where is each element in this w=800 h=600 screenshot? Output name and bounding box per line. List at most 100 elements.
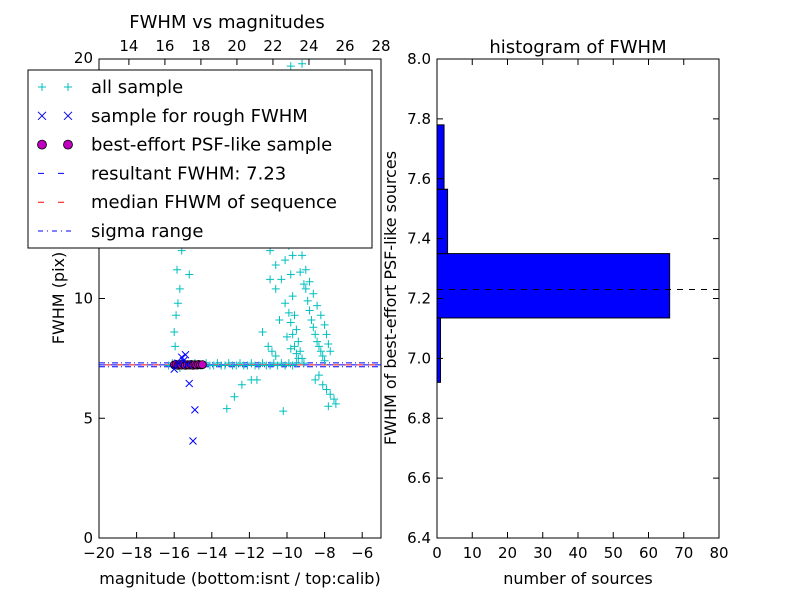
hist-y-tick-label: 7.4	[407, 230, 431, 248]
all-sample-point	[309, 289, 318, 298]
rough-fwhm-sample-point	[185, 379, 194, 388]
rough-fwhm-sample-point	[183, 360, 192, 369]
top-x-tick-label: 20	[227, 37, 246, 55]
all-sample-point	[171, 342, 180, 351]
legend-marker	[63, 139, 73, 150]
all-sample-point	[324, 402, 333, 411]
all-sample-point	[322, 330, 331, 339]
all-sample-point	[222, 404, 231, 413]
legend-entry: resultant FWHM: 7.23	[38, 163, 286, 184]
all-sample-point	[283, 332, 291, 341]
x-tick-label: −14	[196, 544, 228, 562]
x-tick-label: −8	[314, 544, 336, 562]
hist-x-tick-label: 70	[674, 544, 693, 562]
x-tick-label: −6	[351, 544, 373, 562]
legend-label: median FHWM of sequence	[91, 192, 337, 213]
hist-x-tick-label: 80	[709, 544, 728, 562]
all-sample-point	[275, 316, 284, 325]
legend-entry: best-effort PSF-like sample	[37, 135, 332, 156]
legend-label: best-effort PSF-like sample	[91, 135, 332, 156]
all-sample-point	[252, 375, 261, 384]
all-sample-point	[284, 308, 293, 317]
legend-marker	[37, 111, 47, 121]
all-sample-point	[286, 318, 295, 327]
all-sample-point	[331, 399, 340, 408]
hist-y-tick-label: 8.0	[407, 50, 431, 68]
hist-x-tick-label: 30	[533, 544, 552, 562]
hist-y-tick-label: 6.4	[407, 529, 431, 547]
all-sample-point	[326, 390, 335, 399]
all-sample-point	[286, 62, 295, 71]
all-sample-point	[298, 59, 307, 68]
all-sample-point	[294, 354, 303, 363]
legend-label: sigma range	[91, 221, 203, 242]
histogram-ylabel: FWHM of best-effort PSF-like sources	[381, 151, 400, 445]
top-x-tick-label: 18	[191, 37, 210, 55]
top-x-tick-label: 14	[119, 37, 138, 55]
hist-y-tick-label: 6.6	[407, 469, 431, 487]
all-sample-point	[301, 265, 310, 274]
all-sample-point	[313, 337, 322, 346]
hist-x-tick-label: 0	[432, 544, 442, 562]
all-sample-point	[309, 323, 318, 332]
all-sample-point	[286, 344, 295, 353]
all-sample-point	[314, 342, 323, 351]
rough-fwhm-sample-point	[174, 359, 182, 368]
hist-y-tick-label: 7.8	[407, 110, 431, 128]
hist-x-tick-label: 10	[463, 544, 482, 562]
all-sample-point	[170, 328, 179, 337]
hist-y-tick-label: 7.0	[407, 349, 431, 367]
all-sample-point	[318, 380, 327, 389]
legend-marker	[63, 111, 73, 121]
histogram-bar	[436, 188, 449, 255]
top-x-tick-label: 28	[371, 37, 390, 55]
all-sample-point	[292, 325, 301, 334]
y-tick-label: 10	[74, 290, 93, 308]
all-sample-point	[237, 380, 246, 389]
rough-fwhm-sample-point	[191, 406, 199, 414]
x-tick-label: −16	[158, 544, 190, 562]
all-sample-point	[320, 320, 329, 329]
all-sample-point	[314, 371, 323, 380]
all-sample-point	[173, 265, 182, 274]
all-sample-point	[277, 275, 286, 284]
top-x-tick-label: 22	[263, 37, 282, 55]
y-top-tick-label: 20	[74, 49, 93, 67]
hist-y-tick-label: 7.2	[407, 290, 431, 308]
all-sample-point	[271, 260, 280, 269]
all-sample-point	[281, 256, 290, 265]
all-sample-point	[305, 277, 314, 286]
legend-box	[27, 69, 373, 249]
top-x-tick-label: 16	[155, 37, 174, 55]
all-sample-point	[281, 299, 290, 308]
x-tick-label: −10	[271, 544, 303, 562]
legend-entry: sample for rough FWHM	[37, 106, 308, 127]
y-tick-label: 0	[83, 529, 93, 547]
all-sample-point	[185, 270, 194, 279]
all-sample-point	[230, 392, 239, 401]
legend-marker	[38, 83, 46, 91]
all-sample-point	[299, 280, 308, 289]
hist-x-tick-label: 60	[639, 544, 658, 562]
all-sample-point	[301, 284, 310, 293]
all-sample-point	[266, 275, 275, 284]
psf-like-sample-point	[197, 360, 207, 370]
all-sample-point	[292, 349, 301, 358]
histogram-title: histogram of FWHM	[489, 37, 666, 58]
scatter-legend: all sample sample for rough FWHM best-effo…	[27, 69, 373, 249]
hist-y-tick-label: 7.6	[407, 170, 431, 188]
all-sample-point	[271, 351, 280, 360]
all-sample-point	[311, 375, 320, 384]
all-sample-point	[320, 356, 329, 365]
hist-y-tick-label: 6.8	[407, 409, 431, 427]
histogram-bar	[436, 253, 671, 319]
all-sample-point	[294, 337, 303, 346]
rough-fwhm-sample-point	[170, 365, 179, 374]
scatter-ylabel: FWHM (pix)	[49, 252, 68, 345]
all-sample-point	[175, 284, 184, 293]
all-sample-point	[299, 359, 308, 368]
all-sample-point	[172, 311, 181, 320]
histogram-bar	[436, 124, 445, 190]
all-sample-point	[286, 270, 295, 279]
